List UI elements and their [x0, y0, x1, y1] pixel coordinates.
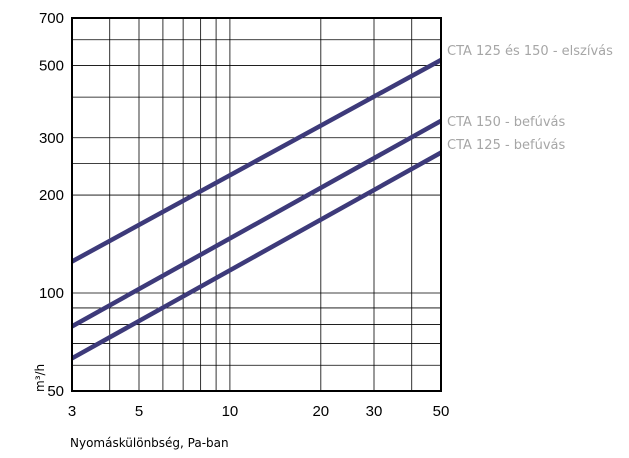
x-tick-label: 50: [433, 403, 450, 420]
y-tick-label: 300: [39, 130, 64, 147]
y-axis-title: m³/h: [33, 364, 47, 392]
y-tick-label: 700: [39, 10, 64, 27]
series-line: [70, 118, 443, 329]
x-tick-labels: 3 5 10 20 30 50: [68, 403, 450, 420]
series-label: CTA 125 és 150 - elszívás: [447, 44, 613, 59]
x-tick-label: 5: [135, 403, 143, 420]
x-tick-label: 30: [366, 403, 383, 420]
series-lines: [70, 58, 443, 361]
y-tick-label: 500: [39, 58, 64, 75]
series-line: [70, 58, 443, 264]
y-tick-label: 50: [47, 383, 64, 400]
series-line: [70, 150, 443, 361]
x-tick-label: 10: [222, 403, 239, 420]
series-labels: CTA 125 és 150 - elszívás CTA 150 - befúv…: [447, 44, 613, 153]
series-label: CTA 150 - befúvás: [447, 115, 566, 130]
x-tick-label: 3: [68, 403, 76, 420]
x-axis-title: Nyomáskülönbség, Pa-ban: [70, 436, 229, 450]
series-label: CTA 125 - befúvás: [447, 138, 566, 153]
y-tick-labels: 50 100 200 300 500 700: [39, 10, 64, 400]
y-tick-label: 200: [39, 187, 64, 204]
grid-lines: [71, 17, 442, 392]
y-tick-label: 100: [39, 285, 64, 302]
x-tick-label: 20: [312, 403, 329, 420]
plot-frame: [71, 17, 442, 392]
